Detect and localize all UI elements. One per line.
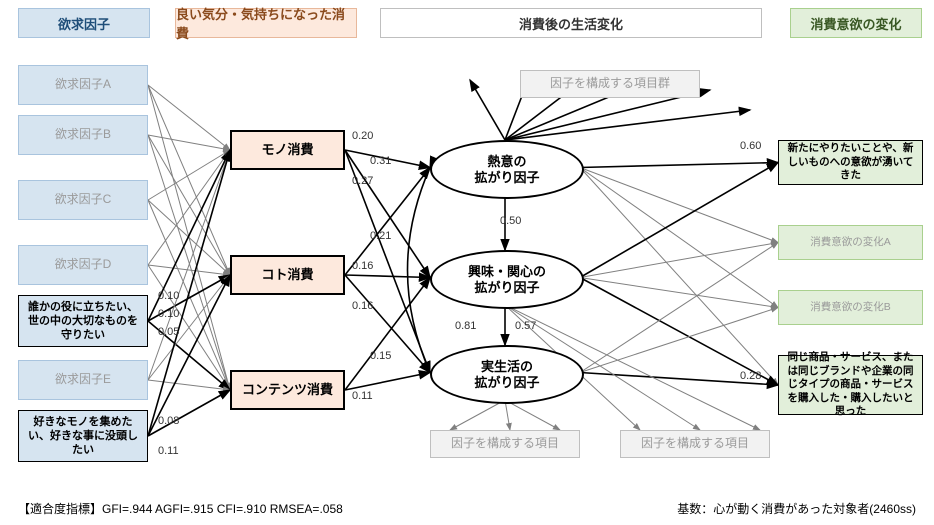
- right-r1: 新たにやりたいことや、新しいものへの意欲が湧いてきた: [778, 140, 923, 185]
- footer-right: 基数：心が動く消費があった対象者(2460ss): [677, 500, 916, 517]
- left-l5: 誰かの役に立ちたい、世の中の大切なものを守りたい: [18, 295, 148, 347]
- edge-label-9: 0.81: [455, 320, 476, 332]
- right-r4: 同じ商品・サービス、または同じブランドや企業の同じタイプの商品・サービスを購入し…: [778, 355, 923, 415]
- ellipse-e3: 実生活の拡がり因子: [430, 345, 584, 404]
- edge-label-17: 0.11: [158, 445, 179, 457]
- left-le: 欲求因子E: [18, 360, 148, 400]
- header-h4: 消費意欲の変化: [790, 8, 922, 38]
- edge-label-3: 0.21: [370, 230, 391, 242]
- edge-label-0: 0.20: [352, 130, 373, 142]
- gray-g2: 因子を構成する項目: [430, 430, 580, 458]
- edge-label-6: 0.15: [370, 350, 391, 362]
- left-l7: 好きなモノを集めたい、好きな事に没頭したい: [18, 410, 148, 462]
- mid-m3: コンテンツ消費: [230, 370, 345, 410]
- mid-m1: モノ消費: [230, 130, 345, 170]
- left-lc: 欲求因子C: [18, 180, 148, 220]
- edge-label-5: 0.16: [352, 300, 373, 312]
- right-r2: 消費意欲の変化A: [778, 225, 923, 260]
- edge-label-11: 0.60: [740, 140, 761, 152]
- edge-label-4: 0.16: [352, 260, 373, 272]
- footer-left: 【適合度指標】GFI=.944 AGFI=.915 CFI=.910 RMSEA…: [18, 500, 343, 517]
- edge-label-2: 0.27: [352, 175, 373, 187]
- left-la: 欲求因子A: [18, 65, 148, 105]
- edge-label-8: 0.50: [500, 215, 521, 227]
- mid-m2: コト消費: [230, 255, 345, 295]
- ellipse-e1: 熱意の拡がり因子: [430, 140, 584, 199]
- header-h3: 消費後の生活変化: [380, 8, 762, 38]
- header-h1: 欲求因子: [18, 8, 150, 38]
- left-ld: 欲求因子D: [18, 245, 148, 285]
- edge-label-14: 0.10: [158, 308, 179, 320]
- edge-label-15: 0.05: [158, 326, 179, 338]
- edge-label-1: 0.31: [370, 155, 391, 167]
- left-lb: 欲求因子B: [18, 115, 148, 155]
- edge-label-10: 0.57: [515, 320, 536, 332]
- edge-label-16: 0.08: [158, 415, 179, 427]
- edge-label-12: 0.28: [740, 370, 761, 382]
- gray-g3: 因子を構成する項目: [620, 430, 770, 458]
- header-h2: 良い気分・気持ちになった消費: [175, 8, 357, 38]
- edge-label-13: 0.10: [158, 290, 179, 302]
- right-r3: 消費意欲の変化B: [778, 290, 923, 325]
- edge-label-7: 0.11: [352, 390, 373, 402]
- gray-g1: 因子を構成する項目群: [520, 70, 700, 98]
- ellipse-e2: 興味・関心の拡がり因子: [430, 250, 584, 309]
